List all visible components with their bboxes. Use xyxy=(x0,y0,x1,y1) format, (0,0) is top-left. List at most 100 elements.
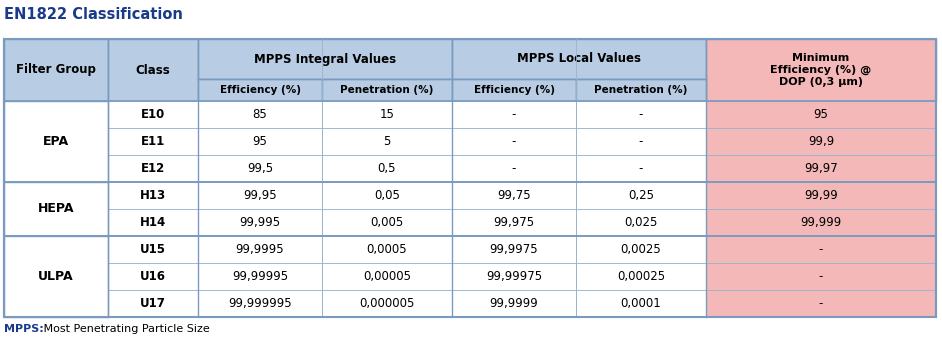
Bar xyxy=(108,101,198,128)
Text: 99,99975: 99,99975 xyxy=(486,270,542,283)
Bar xyxy=(198,209,322,236)
Bar xyxy=(4,39,108,101)
Text: H13: H13 xyxy=(140,189,166,202)
Bar xyxy=(706,128,936,155)
Bar xyxy=(452,79,576,101)
Text: 0,0001: 0,0001 xyxy=(621,297,661,310)
Text: EN1822 Classification: EN1822 Classification xyxy=(4,7,183,22)
Bar xyxy=(108,263,198,290)
Text: E12: E12 xyxy=(141,162,165,175)
Bar xyxy=(452,101,576,128)
Bar xyxy=(706,263,936,290)
Bar xyxy=(322,182,452,209)
Text: 99,999995: 99,999995 xyxy=(228,297,292,310)
Bar xyxy=(706,101,936,128)
Text: 0,000005: 0,000005 xyxy=(359,297,414,310)
Text: -: - xyxy=(819,297,823,310)
Bar xyxy=(706,209,936,236)
Bar xyxy=(108,39,198,101)
Text: 99,999: 99,999 xyxy=(801,216,841,229)
Text: 0,025: 0,025 xyxy=(625,216,658,229)
Text: 99,9975: 99,9975 xyxy=(490,243,538,256)
Text: 0,00025: 0,00025 xyxy=(617,270,665,283)
Text: HEPA: HEPA xyxy=(38,202,74,215)
Bar xyxy=(322,128,452,155)
Bar xyxy=(108,128,198,155)
Bar xyxy=(706,155,936,182)
Text: H14: H14 xyxy=(139,216,166,229)
Bar xyxy=(322,290,452,317)
Bar xyxy=(198,263,322,290)
Text: 99,99: 99,99 xyxy=(804,189,837,202)
Text: 0,05: 0,05 xyxy=(374,189,400,202)
Text: 95: 95 xyxy=(814,108,828,121)
Bar xyxy=(4,39,936,317)
Bar xyxy=(452,155,576,182)
Bar xyxy=(198,236,322,263)
Text: Penetration (%): Penetration (%) xyxy=(340,85,433,95)
Text: 95: 95 xyxy=(252,135,268,148)
Bar xyxy=(198,182,322,209)
Bar xyxy=(198,79,322,101)
Text: 99,975: 99,975 xyxy=(494,216,534,229)
Text: Penetration (%): Penetration (%) xyxy=(594,85,688,95)
Bar xyxy=(4,39,936,317)
Text: 99,99995: 99,99995 xyxy=(232,270,288,283)
Text: 99,97: 99,97 xyxy=(804,162,837,175)
Bar xyxy=(576,263,706,290)
Bar xyxy=(198,128,322,155)
Bar xyxy=(322,209,452,236)
Bar xyxy=(4,182,108,236)
Bar xyxy=(452,263,576,290)
Bar xyxy=(322,101,452,128)
Text: 99,9999: 99,9999 xyxy=(490,297,539,310)
Bar xyxy=(576,101,706,128)
Bar xyxy=(576,236,706,263)
Bar xyxy=(108,155,198,182)
Bar xyxy=(322,79,452,101)
Bar xyxy=(706,236,936,263)
Bar xyxy=(576,79,706,101)
Text: 99,995: 99,995 xyxy=(239,216,281,229)
Bar xyxy=(4,101,108,182)
Text: MPPS Integral Values: MPPS Integral Values xyxy=(254,52,396,66)
Text: -: - xyxy=(819,270,823,283)
Text: -: - xyxy=(512,162,516,175)
Bar xyxy=(576,290,706,317)
Bar xyxy=(706,182,936,209)
Bar xyxy=(198,155,322,182)
Text: 5: 5 xyxy=(383,135,391,148)
Text: 0,0025: 0,0025 xyxy=(621,243,661,256)
Bar xyxy=(452,182,576,209)
Text: 0,25: 0,25 xyxy=(628,189,654,202)
Text: ULPA: ULPA xyxy=(39,270,73,283)
Text: Efficiency (%): Efficiency (%) xyxy=(219,85,300,95)
Text: -: - xyxy=(639,108,643,121)
Bar xyxy=(322,155,452,182)
Bar xyxy=(576,209,706,236)
Text: 0,005: 0,005 xyxy=(370,216,403,229)
Bar xyxy=(198,290,322,317)
Bar xyxy=(452,39,706,79)
Bar xyxy=(576,182,706,209)
Text: Filter Group: Filter Group xyxy=(16,64,96,76)
Bar xyxy=(108,290,198,317)
Text: 99,95: 99,95 xyxy=(243,189,277,202)
Bar xyxy=(452,236,576,263)
Bar xyxy=(452,290,576,317)
Text: Most Penetrating Particle Size: Most Penetrating Particle Size xyxy=(40,324,210,334)
Text: -: - xyxy=(512,135,516,148)
Bar xyxy=(4,236,108,317)
Text: 0,00005: 0,00005 xyxy=(363,270,411,283)
Text: 99,5: 99,5 xyxy=(247,162,273,175)
Bar xyxy=(452,128,576,155)
Bar xyxy=(108,209,198,236)
Text: -: - xyxy=(639,162,643,175)
Text: -: - xyxy=(639,135,643,148)
Text: Minimum
Efficiency (%) @
DOP (0,3 μm): Minimum Efficiency (%) @ DOP (0,3 μm) xyxy=(771,53,871,87)
Text: Class: Class xyxy=(136,64,171,76)
Bar xyxy=(108,236,198,263)
Bar xyxy=(108,182,198,209)
Text: 99,9995: 99,9995 xyxy=(236,243,284,256)
Bar xyxy=(198,39,452,79)
